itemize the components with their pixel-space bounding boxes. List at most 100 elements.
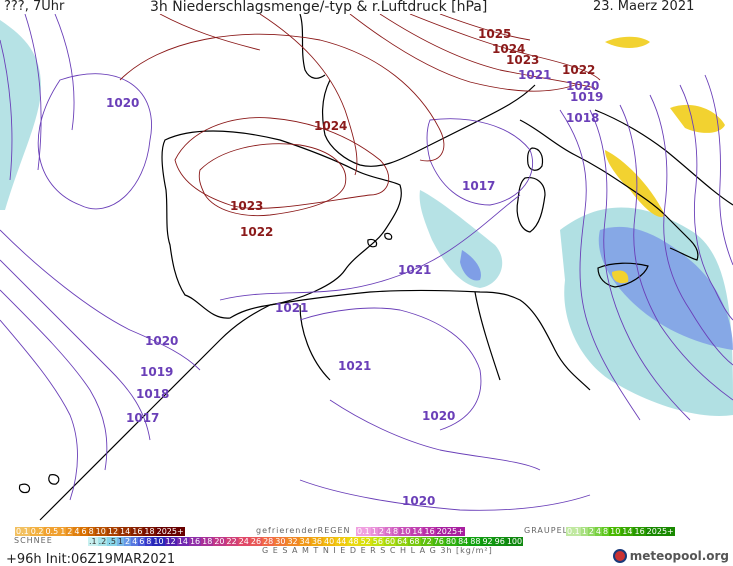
isobar-1020-bottom <box>299 479 591 511</box>
freezing-scale-4: 8 <box>392 527 400 536</box>
snow-scale-7: 8 <box>87 527 95 536</box>
iso-label-1020-south: 1020 <box>422 409 455 423</box>
coast-balearics <box>367 232 393 248</box>
rain-scale-27: 60 <box>383 537 397 546</box>
iso-label-1023-iberia: 1023 <box>230 199 263 213</box>
isobar-1018-ne <box>559 109 641 421</box>
rain-scale-36: 96 <box>493 537 506 546</box>
isobar-1022-iberia <box>198 143 347 217</box>
isobar-1024-ne <box>409 14 601 81</box>
isobar-1020-sw <box>0 229 201 371</box>
iso-label-1019-ne: 1019 <box>570 90 603 104</box>
rain-scale-4: 2 <box>124 537 132 546</box>
isobar-red-extra2 <box>159 14 261 51</box>
header-time: ???, 7Uhr <box>4 0 65 14</box>
rain-scale-17: 28 <box>262 537 275 546</box>
graupel-area-italy <box>605 150 665 218</box>
snow-scale-1: 0.2 <box>29 527 45 536</box>
iso-label-1021-ne: 1021 <box>518 68 551 82</box>
isobar-atl-1 <box>0 39 13 181</box>
snow-scale-3: 1 <box>59 527 67 536</box>
rain-scale-15: 24 <box>237 537 250 546</box>
rain-scale-6: 6 <box>138 537 146 546</box>
rain-scale-3: 1 <box>116 537 125 546</box>
iso-label-1017-med: 1017 <box>462 179 495 193</box>
rain-scale-14: 22 <box>225 537 238 546</box>
logo-text: meteopool.org <box>629 549 729 563</box>
meteopool-logo-icon <box>612 549 627 563</box>
iso-label-1021-africa: 1021 <box>338 359 371 373</box>
isobar-1018-sw <box>0 289 108 471</box>
coastlines <box>18 14 733 521</box>
iso-label-1018-ne: 1018 <box>566 111 599 125</box>
graupel-area-alps <box>605 36 650 48</box>
legend: 0.1 0.2 0.5 1 2 4 6 8 10 12 14 16 18 202… <box>0 526 733 566</box>
graupel-scale-5: 10 <box>609 527 622 536</box>
isobar-ion-2 <box>619 104 733 401</box>
coast-uk <box>299 14 326 79</box>
rain-scale-0: .1 <box>88 537 98 546</box>
coast-africa <box>39 289 591 521</box>
isobar-1025 <box>439 14 531 41</box>
iso-label-1024-iberia: 1024 <box>314 119 347 133</box>
freezing-scale-8: 2025+ <box>435 527 465 536</box>
border-algeria <box>299 291 501 381</box>
freezing-scale-6: 14 <box>411 527 424 536</box>
snow-scale-11: 16 <box>131 527 144 536</box>
rain-scale-33: 84 <box>457 537 470 546</box>
rain-scale-29: 68 <box>408 537 421 546</box>
rain-scale-21: 36 <box>310 537 324 546</box>
coast-france <box>322 79 536 167</box>
iso-label-1020-west: 1020 <box>106 96 139 110</box>
isobar-1022-ne <box>349 14 576 92</box>
snow-scale-8: 10 <box>94 527 107 536</box>
graupel-area-adriatic <box>670 104 725 133</box>
rain-scale-1: .2 <box>97 537 108 546</box>
isobar-1020-south <box>329 399 541 471</box>
rain-area-atlantic <box>0 20 41 210</box>
isobars-low <box>0 14 733 511</box>
rain-scale-10: 14 <box>176 537 189 546</box>
iso-label-1021-balear: 1021 <box>398 263 431 277</box>
isobar-ion-1 <box>589 109 691 421</box>
graupel-area-sicily <box>612 270 629 284</box>
graupel-scale-7: 16 <box>633 527 646 536</box>
rain-scale-26: 56 <box>371 537 384 546</box>
isobar-atl-3 <box>54 14 75 131</box>
freezing-scale-1: 1 <box>370 527 378 536</box>
rain-scale-35: 92 <box>481 537 494 546</box>
freezing-scale-2: 2 <box>377 527 385 536</box>
coast-iberia <box>161 130 402 319</box>
graupel-scale-2: 2 <box>587 527 595 536</box>
coast-sardinia <box>516 177 546 233</box>
iso-label-1023-ne: 1023 <box>506 53 539 67</box>
rain-scale-5: 4 <box>131 537 139 546</box>
graupel-scale-3: 4 <box>594 527 603 536</box>
rain-scale-9: 12 <box>164 537 177 546</box>
isobar-ion-3 <box>649 94 733 366</box>
iso-label-1020-bottom: 1020 <box>402 494 435 508</box>
iso-label-1025: 1025 <box>478 27 511 41</box>
freezing-scale-5: 10 <box>399 527 412 536</box>
isobar-1017-sw <box>0 319 78 501</box>
isobar-labels: 1025 1024 1023 1022 1024 1023 1022 1021 … <box>106 27 603 508</box>
isobar-1020-west <box>37 73 152 210</box>
isobar-1024-iberia <box>119 33 445 162</box>
snow-scale-2: 0.5 <box>44 527 60 536</box>
iso-label-1017-sw: 1017 <box>126 411 159 425</box>
rain-scale-25: 52 <box>359 537 372 546</box>
snow-area-balearic <box>460 250 481 281</box>
rain-scale-34: 88 <box>469 537 482 546</box>
iso-label-1022-iberia: 1022 <box>240 225 273 239</box>
map-canvas: 1025 1024 1023 1022 1024 1023 1022 1021 … <box>0 14 733 521</box>
rain-scale-32: 80 <box>444 537 458 546</box>
isobar-1019-sw <box>0 259 151 441</box>
iso-label-1020-ne: 1020 <box>566 79 599 93</box>
isobar-1023-iberia <box>174 117 390 209</box>
snow-area-ionian <box>598 226 733 350</box>
snow-scale-6: 6 <box>80 527 88 536</box>
snow-scale-12: 18 <box>143 527 156 536</box>
isobar-ion-4 <box>679 84 733 321</box>
header-bar: ???, 7Uhr 3h Niederschlagsmenge/-typ & r… <box>0 0 733 16</box>
